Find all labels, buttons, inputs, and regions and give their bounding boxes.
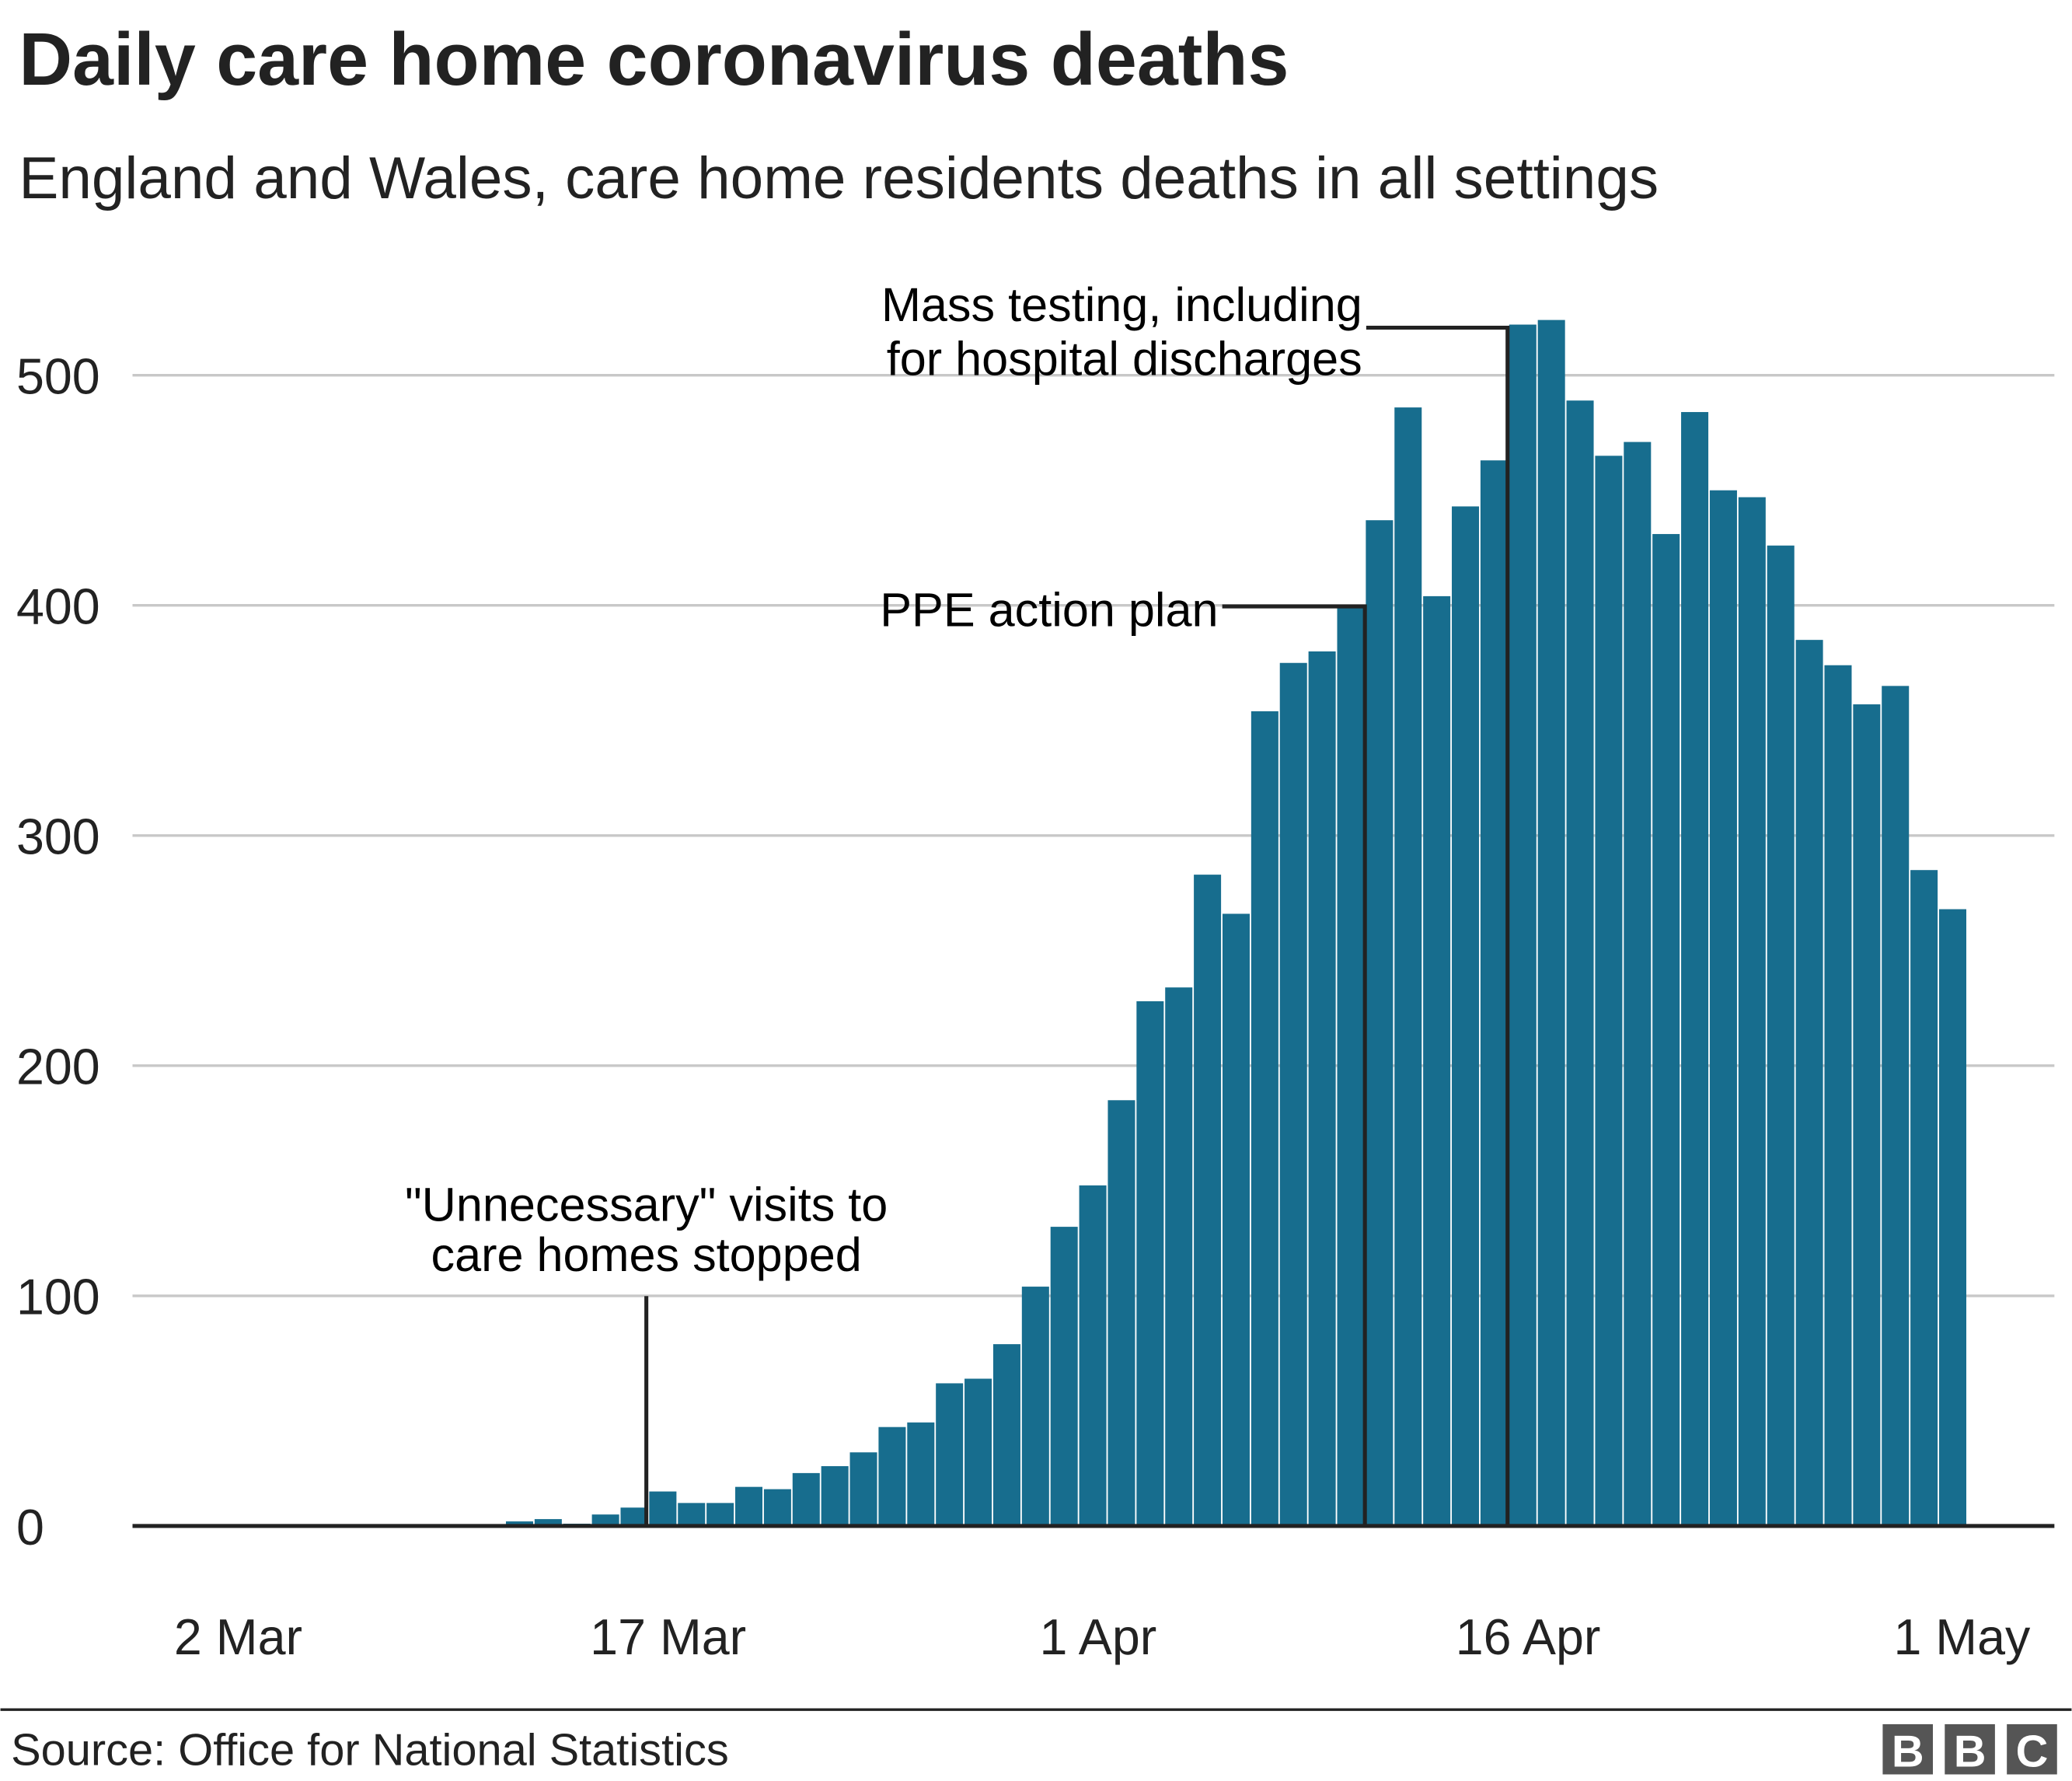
y-tick-label: 400	[16, 579, 100, 635]
bar	[763, 1489, 791, 1526]
gridlines	[132, 373, 2055, 1297]
bar	[1050, 1227, 1078, 1526]
bar	[1480, 460, 1508, 1526]
bar	[1537, 320, 1565, 1526]
bar	[1882, 686, 1910, 1526]
bar	[1624, 442, 1652, 1526]
x-axis-ticks: 2 Mar 17 Mar 1 Apr 16 Apr 1 May	[174, 1609, 2031, 1665]
bar	[792, 1472, 820, 1526]
svg-text:care homes stopped: care homes stopped	[431, 1228, 861, 1281]
bar	[1337, 605, 1365, 1526]
bar	[1709, 490, 1737, 1526]
bar	[1108, 1100, 1135, 1526]
bar	[505, 1521, 533, 1526]
bar	[591, 1514, 619, 1526]
x-tick-label: 1 Apr	[1039, 1609, 1156, 1665]
annotation-ppe-plan: PPE action plan	[880, 584, 1367, 1526]
bar	[1423, 595, 1451, 1526]
bar	[678, 1503, 706, 1526]
annotation-mass-testing: Mass testing, including for hospital dis…	[881, 278, 1510, 1526]
svg-text:PPE action plan: PPE action plan	[880, 584, 1218, 637]
x-tick-label: 17 Mar	[590, 1609, 746, 1665]
bbc-logo: B B C	[1882, 1723, 2057, 1776]
svg-text:C: C	[2016, 1727, 2049, 1776]
y-axis-ticks: 0 100 200 300 400 500	[16, 348, 100, 1555]
bar	[1738, 497, 1766, 1526]
y-tick-label: 500	[16, 348, 100, 404]
y-tick-label: 0	[16, 1500, 44, 1556]
bar	[1767, 545, 1795, 1526]
y-tick-label: 300	[16, 809, 100, 865]
svg-text:"Unnecessary" visits to: "Unnecessary" visits to	[405, 1178, 888, 1231]
annotation-visits-stopped: "Unnecessary" visits to care homes stopp…	[405, 1178, 888, 1526]
bar	[1824, 665, 1852, 1526]
bars	[505, 320, 1966, 1526]
bar	[936, 1383, 964, 1526]
chart-subtitle: England and Wales, care home residents d…	[19, 145, 1659, 211]
bar	[1566, 400, 1594, 1526]
y-tick-label: 200	[16, 1039, 100, 1095]
y-tick-label: 100	[16, 1269, 100, 1325]
svg-text:B: B	[1892, 1727, 1924, 1776]
x-tick-label: 16 Apr	[1456, 1609, 1601, 1665]
bar	[1079, 1185, 1107, 1526]
bar	[1652, 533, 1680, 1526]
bar	[706, 1503, 734, 1526]
bar	[1681, 412, 1709, 1526]
bar	[735, 1486, 763, 1526]
bar	[849, 1452, 877, 1526]
bar	[1366, 520, 1394, 1526]
bar	[1279, 662, 1307, 1526]
bar	[1910, 870, 1938, 1526]
bar	[1394, 407, 1422, 1526]
bar	[1452, 506, 1480, 1526]
bar	[964, 1378, 992, 1526]
bar	[1251, 711, 1278, 1526]
chart-title: Daily care home coronavirus deaths	[19, 19, 1289, 101]
bar	[649, 1491, 677, 1526]
source-note: Source: Office for National Statistics	[11, 1726, 729, 1776]
bar	[1509, 324, 1537, 1526]
x-tick-label: 1 May	[1893, 1609, 2031, 1665]
bar	[1853, 704, 1881, 1526]
bar	[1595, 456, 1623, 1526]
svg-text:B: B	[1954, 1727, 1987, 1776]
bar	[1136, 1001, 1164, 1526]
bar	[1938, 909, 1966, 1526]
bar	[1165, 987, 1193, 1526]
svg-text:Mass testing, including: Mass testing, including	[881, 278, 1362, 331]
bar	[534, 1519, 562, 1526]
bar	[821, 1466, 849, 1526]
bar	[878, 1427, 906, 1526]
bar	[1021, 1287, 1049, 1526]
bar	[907, 1422, 935, 1526]
bar	[992, 1344, 1020, 1526]
bar	[1308, 651, 1336, 1526]
svg-text:for hospital discharges: for hospital discharges	[887, 333, 1362, 386]
bar	[1795, 640, 1823, 1526]
bar	[620, 1507, 648, 1526]
bar	[1194, 875, 1222, 1526]
x-tick-label: 2 Mar	[174, 1609, 302, 1665]
bar	[1222, 913, 1250, 1526]
